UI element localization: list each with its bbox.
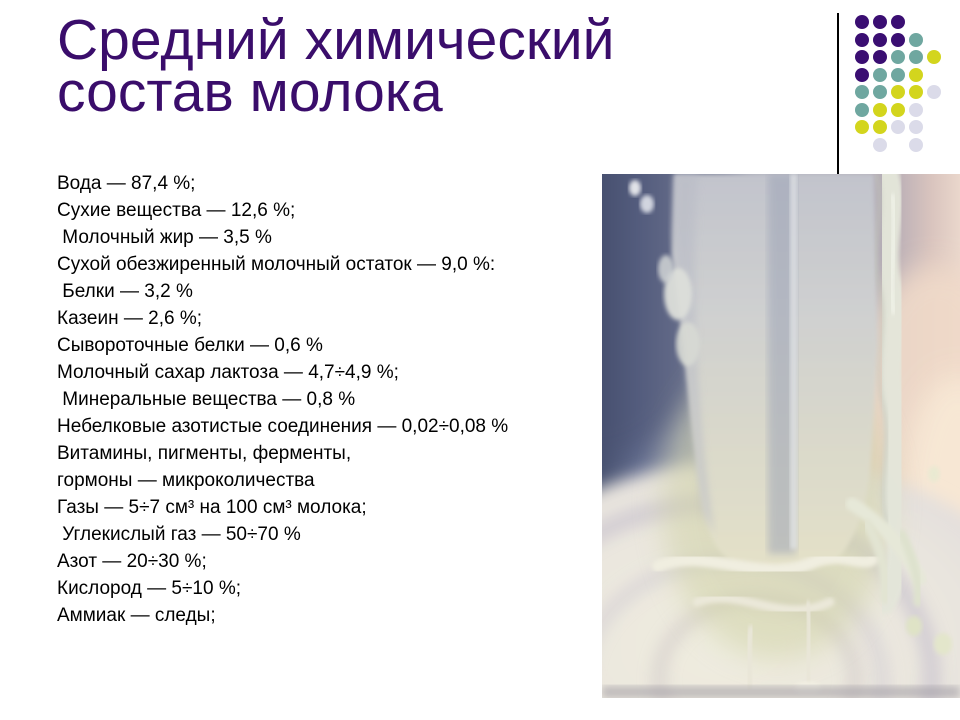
composition-list: Вода — 87,4 %; Сухие вещества — 12,6 %; М… [57,170,617,629]
deco-dot [909,50,923,64]
composition-line: гормоны — микроколичества [57,470,315,491]
deco-dot [909,120,923,134]
deco-dot [927,50,941,64]
deco-dot [873,102,887,117]
deco-dot [891,102,905,117]
deco-dot [909,102,923,117]
composition-line: Углекислый газ — 50÷70 % [57,524,301,545]
deco-dot [873,120,887,134]
deco-dot [873,15,887,29]
deco-dot [855,120,869,134]
deco-dot [855,67,869,82]
composition-line: Аммиак — следы; [57,605,216,626]
composition-line: Молочный сахар лактоза — 4,7÷4,9 %; [57,362,399,383]
deco-dot [891,15,905,29]
deco-dot [855,50,869,64]
deco-dot [873,85,887,99]
slide-title: Средний химический состав молока [57,8,615,124]
composition-line: Газы — 5÷7 см³ на 100 см³ молока; [57,497,367,518]
deco-dot [855,102,869,117]
deco-dot [909,32,923,47]
composition-line: Белки — 3,2 % [57,281,193,302]
deco-dot [891,32,905,47]
deco-dot [873,50,887,64]
deco-dot [909,67,923,82]
composition-line: Казеин — 2,6 %; [57,308,203,329]
composition-line: Сывороточные белки — 0,6 % [57,335,323,356]
deco-dot [927,85,941,99]
deco-dot [873,67,887,82]
composition-line: Сухие вещества — 12,6 %; [57,200,296,221]
deco-dot [909,137,923,152]
deco-dot [873,137,887,152]
deco-dot [873,32,887,47]
deco-dot [909,85,923,99]
composition-line: Сухой обезжиренный молочный остаток — 9,… [57,254,496,275]
milk-splash-photo [602,174,960,698]
composition-line: Небелковые азотистые соединения — 0,02÷0… [57,416,509,437]
deco-dot [891,85,905,99]
deco-dot [855,85,869,99]
deco-dot [891,120,905,134]
deco-dot [891,50,905,64]
composition-line: Азот — 20÷30 %; [57,551,207,572]
composition-line: Молочный жир — 3,5 % [57,227,272,248]
deco-dot [891,67,905,82]
composition-line: Кислород — 5÷10 %; [57,578,241,599]
composition-line: Витамины, пигменты, ферменты, [57,443,352,464]
composition-line: Минеральные вещества — 0,8 % [57,389,356,410]
dots-decoration [855,15,950,155]
composition-line: Вода — 87,4 %; [57,173,196,194]
decorative-separator-line [837,13,839,174]
milk-splash-illustration [602,174,960,698]
deco-dot [855,32,869,47]
deco-dot [855,15,869,29]
